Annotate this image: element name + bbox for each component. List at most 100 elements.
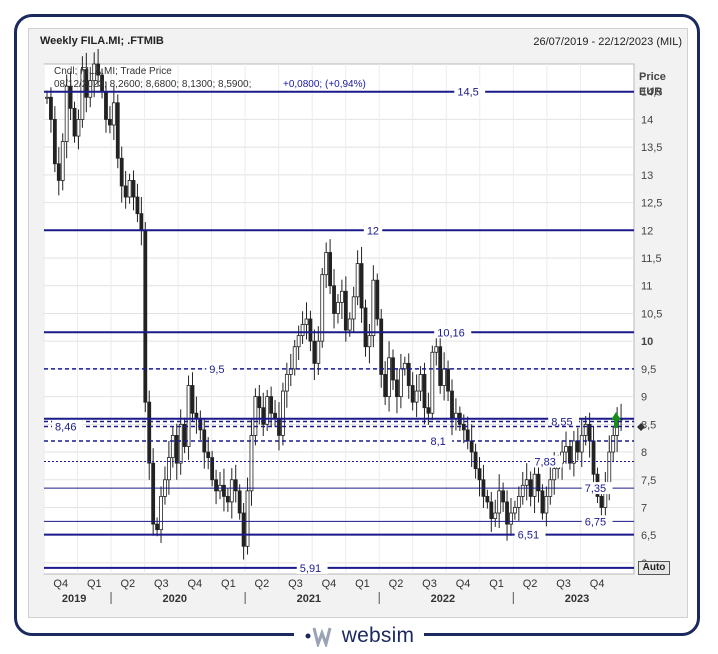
level-line[interactable]: 14,5 xyxy=(44,85,634,99)
candle-body xyxy=(375,279,380,320)
candlestick xyxy=(76,109,81,150)
candle-body xyxy=(253,396,258,436)
level-label-bg xyxy=(206,362,231,375)
candlestick xyxy=(438,333,443,394)
x-tick-label: Q1 xyxy=(221,578,236,590)
candle-body xyxy=(308,318,313,342)
candlestick xyxy=(367,323,372,364)
candle-body xyxy=(336,301,340,314)
candlestick xyxy=(261,392,266,436)
candle-body xyxy=(210,457,215,481)
candle-body xyxy=(571,440,576,464)
candlestick xyxy=(135,183,140,222)
auto-scale-button[interactable]: Auto xyxy=(638,561,670,575)
candle-body xyxy=(383,374,388,398)
candle-body xyxy=(469,440,474,453)
candlestick xyxy=(320,268,325,348)
candle-body xyxy=(320,274,325,342)
level-line[interactable]: 9,5 xyxy=(44,362,634,376)
legend-ohlc: 08/12/2023; 8,2600; 8,6800; 8,1300; 8,59… xyxy=(54,79,251,90)
candlestick xyxy=(127,173,132,204)
candlestick xyxy=(513,500,517,520)
candle-body xyxy=(442,368,447,386)
level-label-bg xyxy=(52,420,83,433)
y-tick-label: 7 xyxy=(641,502,647,514)
level-label: 7,83 xyxy=(534,456,555,468)
candle-body xyxy=(524,479,529,486)
level-line[interactable]: 7,35 xyxy=(44,482,634,495)
candlestick xyxy=(174,423,179,480)
candlestick xyxy=(60,133,65,191)
candlestick xyxy=(579,418,584,468)
level-label: 10,16 xyxy=(437,327,465,339)
brand-logo: websim xyxy=(0,624,718,652)
candle-body xyxy=(552,468,557,481)
candle-body xyxy=(536,473,541,492)
level-line[interactable]: 5,91 xyxy=(44,561,634,575)
level-line[interactable]: 8,46 xyxy=(44,420,634,434)
level-line[interactable]: 8,55 xyxy=(44,415,634,429)
x-tick-label: Q4 xyxy=(53,578,68,590)
candle-body xyxy=(579,435,584,453)
level-lines[interactable]: 14,5 12 10,16 9,5 8,55 8,46 8,1 7,83 7,35 6,75 6,5… xyxy=(44,85,634,575)
y-axis: 66,577,588,599,51010,51111,51212,51313,5… xyxy=(641,87,662,570)
level-line[interactable]: 12 xyxy=(44,224,634,237)
candle-body xyxy=(108,119,112,126)
candle-body xyxy=(257,396,262,409)
candle-body xyxy=(292,346,297,370)
candle-body xyxy=(450,390,454,420)
candle-body xyxy=(214,479,218,492)
candle-body xyxy=(92,63,97,82)
candle-body xyxy=(45,96,49,99)
candle-body xyxy=(355,263,360,298)
candlestick xyxy=(233,464,238,503)
candlestick xyxy=(414,374,419,418)
level-line[interactable]: 6,75 xyxy=(44,515,634,528)
level-line[interactable]: 7,83 xyxy=(44,455,634,468)
candlestick xyxy=(398,353,403,409)
candlestick xyxy=(284,362,289,408)
candlestick xyxy=(343,276,348,342)
y-tick-label: 9,5 xyxy=(641,364,656,376)
candlestick xyxy=(245,477,250,555)
candlestick xyxy=(395,368,399,414)
candle-body xyxy=(229,479,234,503)
candlestick xyxy=(96,49,101,87)
candle-body xyxy=(269,396,274,414)
y-tick-label: 12 xyxy=(641,225,653,237)
level-label-bg xyxy=(434,326,472,339)
candle-body xyxy=(398,368,403,398)
candle-body xyxy=(371,279,376,337)
candlestick xyxy=(241,503,246,560)
level-line[interactable]: 10,16 xyxy=(44,326,634,339)
candlestick xyxy=(292,340,297,376)
legend-series: Cndl; FILA.MI; Trade Price xyxy=(54,66,172,77)
level-line[interactable]: 6,51 xyxy=(44,528,634,542)
y-tick-label: 10 xyxy=(641,336,653,348)
up-arrow-icon xyxy=(611,412,621,428)
level-line[interactable]: 8,1 xyxy=(44,434,634,448)
candle-body xyxy=(284,374,289,392)
candlestick xyxy=(115,94,120,169)
candlestick xyxy=(304,302,309,340)
candle-body xyxy=(296,335,301,348)
candlestick xyxy=(214,469,218,505)
candle-body xyxy=(288,368,293,375)
candle-body xyxy=(155,523,159,531)
candlestick xyxy=(64,74,69,159)
candle-body xyxy=(505,501,509,525)
candle-body xyxy=(477,468,482,481)
candlestick xyxy=(45,90,49,104)
candle-body xyxy=(343,290,348,331)
candle-body xyxy=(316,340,321,364)
candle-body xyxy=(485,495,490,503)
candle-body xyxy=(611,435,616,453)
candle-body xyxy=(170,435,175,458)
candlestick xyxy=(497,474,502,528)
candle-body xyxy=(206,451,211,458)
y-tick-label: 8 xyxy=(641,447,647,459)
candlestick xyxy=(52,106,57,173)
candlestick xyxy=(564,431,568,464)
x-tick-label: Q1 xyxy=(355,578,370,590)
